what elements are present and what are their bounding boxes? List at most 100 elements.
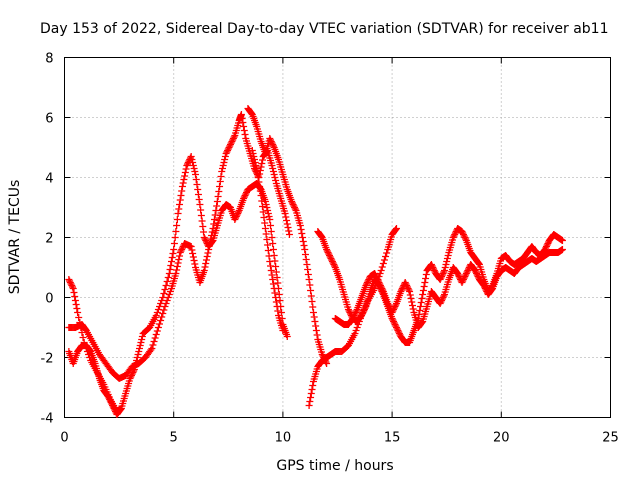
data-point — [267, 262, 275, 270]
data-point — [198, 217, 206, 225]
data-point — [200, 228, 208, 236]
data-point — [310, 313, 318, 321]
data-point — [231, 216, 239, 223]
data-point — [312, 327, 320, 334]
data-point — [181, 172, 189, 180]
data-point — [443, 258, 451, 265]
data-point — [390, 304, 398, 312]
data-point — [224, 145, 232, 153]
data-point — [444, 252, 452, 259]
data-point — [440, 268, 448, 276]
data-point — [138, 333, 146, 340]
data-point — [86, 347, 94, 354]
data-point — [202, 256, 210, 264]
data-point — [165, 270, 173, 277]
data-point — [281, 210, 289, 217]
data-point — [248, 147, 256, 154]
data-point — [264, 210, 272, 217]
y-tick-label: -2 — [41, 352, 54, 367]
data-point — [378, 285, 386, 292]
data-point — [269, 168, 277, 175]
data-point — [158, 313, 166, 321]
data-point — [189, 159, 197, 166]
data-point — [256, 183, 264, 190]
data-point — [462, 270, 470, 277]
data-point — [109, 402, 117, 409]
data-point — [307, 390, 315, 397]
data-point — [392, 322, 400, 330]
data-point — [267, 222, 275, 229]
data-point — [326, 253, 334, 261]
data-point — [420, 283, 428, 290]
data-point — [177, 247, 185, 255]
data-point — [248, 110, 256, 117]
data-point — [202, 237, 210, 244]
data-point — [349, 315, 357, 322]
data-point — [224, 147, 232, 154]
data-point — [73, 305, 81, 312]
data-point — [406, 288, 414, 295]
data-point — [218, 168, 226, 175]
x-tick-label: 20 — [493, 431, 510, 446]
data-point — [419, 287, 427, 294]
data-point — [438, 295, 446, 303]
data-point — [459, 229, 467, 237]
data-point — [306, 281, 314, 289]
data-point — [170, 240, 178, 247]
data-point — [178, 187, 186, 195]
data-point — [272, 268, 280, 276]
data-point — [69, 283, 77, 291]
data-point — [194, 191, 202, 198]
data-point — [441, 264, 449, 271]
data-point — [459, 231, 467, 238]
data-point — [211, 211, 219, 219]
data-point — [240, 127, 248, 134]
data-point — [542, 243, 550, 250]
data-point — [324, 249, 332, 256]
data-point — [176, 249, 184, 256]
series-arc-7 — [331, 246, 566, 331]
data-point — [242, 190, 250, 198]
data-point — [291, 205, 299, 213]
data-point — [442, 261, 450, 268]
data-point — [68, 282, 76, 289]
data-point — [443, 255, 451, 262]
data-point — [471, 267, 479, 274]
data-point — [269, 246, 277, 253]
data-point — [436, 300, 444, 307]
data-point — [543, 241, 551, 249]
data-point — [133, 354, 141, 361]
data-point — [153, 309, 161, 316]
data-point — [217, 173, 225, 180]
data-point — [259, 156, 267, 164]
data-point — [135, 345, 143, 352]
data-point — [307, 292, 315, 300]
data-point — [164, 294, 172, 301]
data-point — [268, 139, 276, 147]
data-point — [404, 285, 412, 292]
data-point — [182, 165, 190, 173]
data-point — [104, 393, 112, 400]
data-point — [304, 271, 312, 278]
data-point — [218, 165, 226, 172]
data-point — [392, 301, 400, 309]
data-point — [225, 144, 233, 151]
data-point — [154, 324, 162, 331]
data-point — [454, 271, 462, 279]
data-point — [302, 256, 310, 263]
data-point — [254, 174, 262, 181]
data-point — [74, 309, 82, 316]
data-point — [268, 162, 276, 169]
data-point — [215, 188, 223, 195]
data-point — [258, 197, 266, 205]
data-point — [284, 224, 292, 231]
data-point — [208, 232, 216, 239]
data-point — [272, 298, 280, 306]
data-point — [409, 305, 417, 313]
data-point — [194, 186, 202, 193]
data-point — [308, 386, 316, 393]
data-point — [352, 309, 360, 316]
data-point — [176, 252, 184, 260]
data-point — [273, 274, 281, 281]
